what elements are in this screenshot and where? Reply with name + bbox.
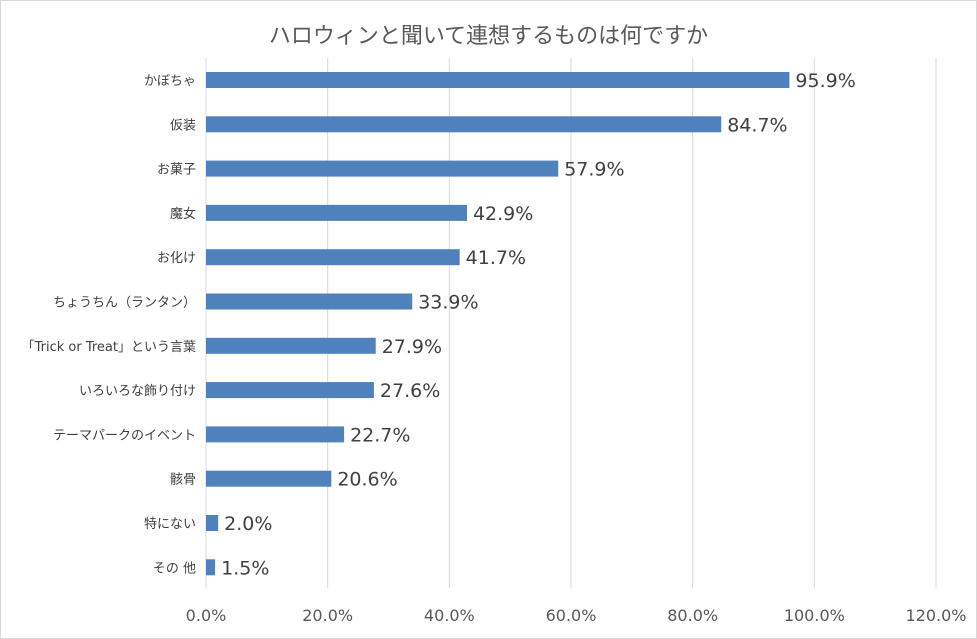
bar xyxy=(206,337,376,354)
chart-title: ハロウィンと聞いて連想するものは何ですか xyxy=(268,24,709,49)
x-tick-label: 80.0% xyxy=(667,606,718,625)
gridlines xyxy=(205,58,937,588)
data-label: 57.9% xyxy=(564,159,624,181)
bar xyxy=(206,249,460,266)
bars xyxy=(206,72,790,576)
category-label: 魔女 xyxy=(170,206,196,222)
data-label: 95.9% xyxy=(795,70,855,92)
data-label: 84.7% xyxy=(727,114,787,136)
data-label: 20.6% xyxy=(337,469,397,491)
bar xyxy=(206,160,559,177)
x-tick-label: 0.0% xyxy=(186,606,227,625)
data-label: 33.9% xyxy=(418,292,478,314)
category-label: いろいろな飾り付け xyxy=(79,384,196,399)
bar xyxy=(206,515,219,531)
category-label: お菓子 xyxy=(157,163,196,178)
bar xyxy=(206,559,216,576)
category-label: テーマパークのイベント xyxy=(53,428,196,443)
category-label: 仮装 xyxy=(170,118,196,133)
bar xyxy=(206,382,374,399)
bar xyxy=(206,426,345,443)
data-label: 41.7% xyxy=(466,247,526,269)
bar xyxy=(206,72,790,88)
x-tick-label: 60.0% xyxy=(546,606,597,625)
data-label: 1.5% xyxy=(221,557,269,579)
x-tick-label: 40.0% xyxy=(424,606,475,625)
data-label: 27.6% xyxy=(380,380,440,402)
category-label: ちょうちん（ランタン） xyxy=(53,296,196,311)
data-label: 27.9% xyxy=(382,336,442,358)
x-tick-labels: 0.0% 20.0% 40.0% 60.0% 80.0% 100.0% 120.0% xyxy=(186,606,967,625)
bar xyxy=(206,293,413,310)
data-label: 42.9% xyxy=(473,203,533,225)
category-label: 特にない xyxy=(144,517,196,532)
category-label: 「Trick or Treat」という言葉 xyxy=(22,340,196,355)
x-tick-label: 100.0% xyxy=(784,606,845,625)
bar xyxy=(206,470,332,487)
data-label: 22.7% xyxy=(350,424,410,446)
x-tick-label: 120.0% xyxy=(905,606,966,625)
data-labels: 95.9% 84.7% 57.9% 42.9% 41.7% 33.9% 27.9% 27.6%… xyxy=(221,70,856,579)
bar xyxy=(206,116,722,133)
data-label: 2.0% xyxy=(224,513,272,535)
category-label: お化け xyxy=(157,251,196,266)
category-label: その 他 xyxy=(153,561,196,576)
x-tick-label: 20.0% xyxy=(302,606,353,625)
category-label: かぼちゃ xyxy=(144,74,196,89)
category-label: 骸骨 xyxy=(170,473,196,488)
bar xyxy=(206,204,467,221)
